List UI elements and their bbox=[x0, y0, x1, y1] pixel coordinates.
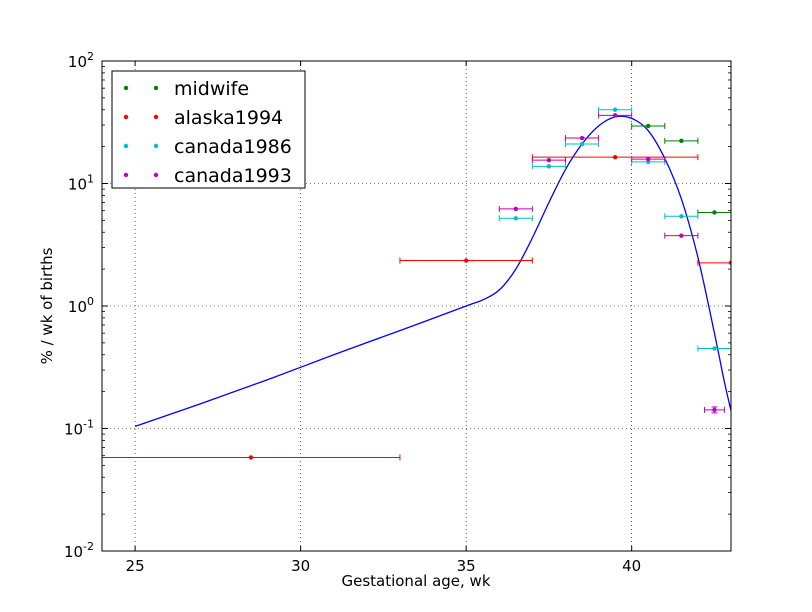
data-point bbox=[646, 123, 651, 129]
x-tick-label: 25 bbox=[126, 557, 145, 575]
x-tick-label: 40 bbox=[622, 557, 641, 575]
y-tick-base: 10 bbox=[64, 421, 83, 439]
legend-marker bbox=[153, 143, 159, 149]
data-point bbox=[579, 135, 585, 141]
series-midwife bbox=[631, 122, 731, 216]
data-point bbox=[513, 206, 519, 212]
y-tick-base: 10 bbox=[64, 543, 83, 561]
data-point bbox=[679, 233, 684, 238]
y-tick-base: 10 bbox=[68, 298, 87, 316]
legend-label: canada1993 bbox=[174, 165, 292, 187]
y-tick-base: 10 bbox=[68, 53, 87, 71]
data-point bbox=[712, 407, 717, 413]
legend-marker bbox=[153, 172, 159, 178]
y-tick-base: 10 bbox=[68, 176, 87, 194]
legend-label: midwife bbox=[174, 78, 249, 100]
data-point bbox=[679, 214, 684, 219]
data-point bbox=[546, 164, 552, 169]
y-tick-label: 10-1 bbox=[64, 418, 94, 439]
y-tick-label: 10-2 bbox=[64, 540, 94, 561]
legend: midwife alaska1994 canada1986 canada1993 bbox=[111, 70, 306, 189]
series-alaska1994 bbox=[102, 154, 731, 461]
legend-marker bbox=[123, 172, 129, 178]
legend-marker bbox=[123, 85, 129, 91]
data-point bbox=[646, 156, 651, 162]
y-tick-exponent: 1 bbox=[87, 173, 94, 186]
y-tick-exponent: -2 bbox=[83, 540, 94, 553]
y-tick-exponent: 0 bbox=[87, 295, 94, 308]
data-point bbox=[463, 258, 469, 263]
data-point bbox=[612, 113, 618, 118]
y-axis-label: % / wk of births bbox=[38, 247, 56, 364]
legend-box bbox=[111, 70, 306, 189]
x-axis-label: Gestational age, wk bbox=[341, 572, 490, 590]
data-points-layer bbox=[102, 106, 731, 461]
legend-marker bbox=[153, 114, 159, 120]
data-point bbox=[546, 157, 552, 163]
data-point bbox=[612, 107, 618, 112]
y-tick-label: 102 bbox=[68, 50, 94, 71]
data-point bbox=[248, 455, 254, 460]
data-point bbox=[679, 138, 684, 144]
legend-marker bbox=[123, 114, 129, 120]
legend-label: canada1986 bbox=[174, 136, 292, 158]
y-tick-exponent: -1 bbox=[83, 418, 94, 431]
x-tick-label: 30 bbox=[291, 557, 310, 575]
legend-marker bbox=[123, 143, 129, 149]
data-point bbox=[712, 346, 717, 351]
model-curve-layer bbox=[134, 115, 731, 428]
data-point bbox=[579, 141, 585, 147]
series-canada1993 bbox=[498, 112, 725, 414]
y-tick-label: 100 bbox=[68, 295, 94, 316]
x-tick-label: 35 bbox=[457, 557, 476, 575]
data-point bbox=[612, 154, 618, 160]
data-point bbox=[712, 210, 717, 215]
legend-label: alaska1994 bbox=[174, 107, 283, 129]
y-tick-exponent: 2 bbox=[87, 50, 94, 63]
legend-marker bbox=[153, 85, 159, 91]
data-point bbox=[728, 260, 731, 266]
data-point bbox=[513, 216, 519, 221]
model-curve bbox=[134, 115, 731, 428]
y-tick-label: 101 bbox=[68, 173, 94, 194]
